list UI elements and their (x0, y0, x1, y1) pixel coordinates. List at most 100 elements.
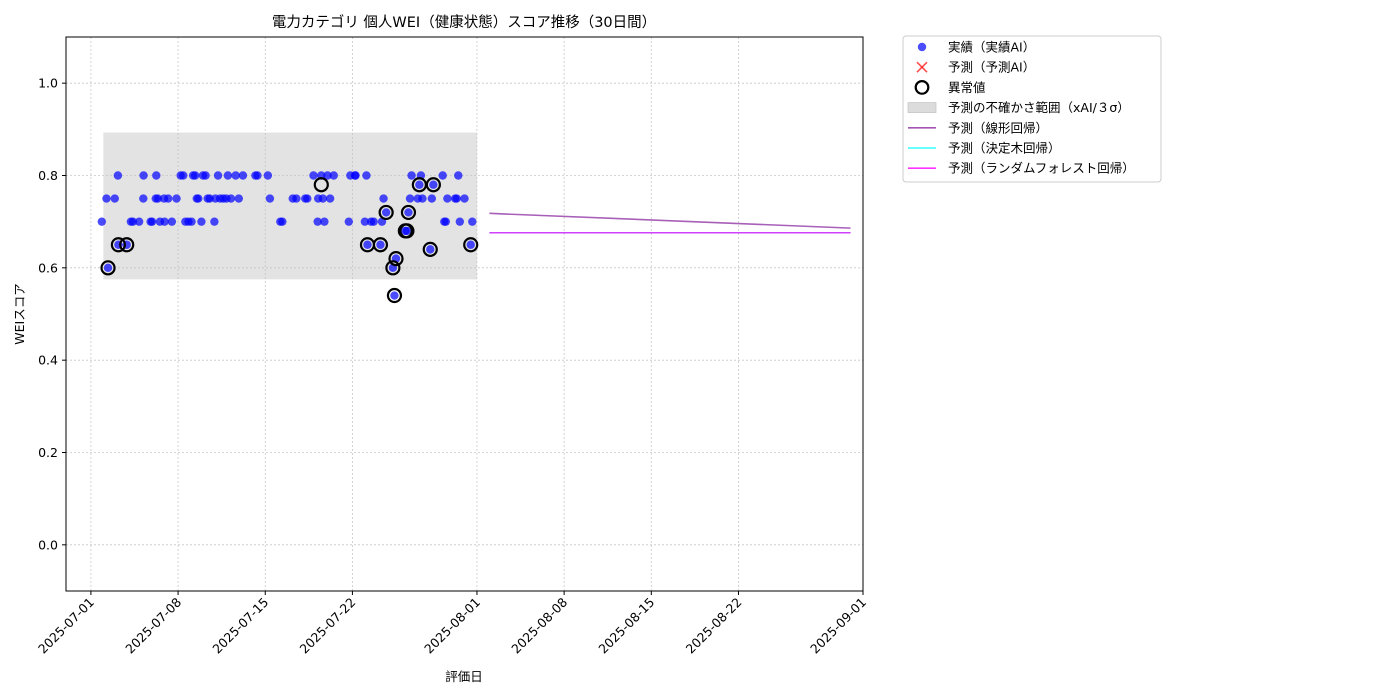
outlier-marker (386, 287, 403, 304)
outlier-marker (372, 237, 389, 253)
data-point (210, 217, 219, 226)
data-point (234, 194, 243, 203)
outlier-marker (378, 204, 394, 221)
legend-label: 異常値 (948, 80, 986, 95)
legend-entry: 予測（決定木回帰） (908, 141, 1061, 156)
y-tick-label: 0.8 (38, 168, 58, 183)
x-axis-label: 評価日 (445, 669, 483, 684)
data-point (360, 217, 370, 226)
data-point (263, 171, 273, 180)
data-point (110, 194, 119, 203)
data-point (238, 171, 248, 180)
data-point (265, 194, 275, 203)
data-point (351, 171, 360, 180)
x-tick-label: 2025-08-22 (683, 595, 745, 657)
data-point (167, 217, 177, 226)
outlier-marker (422, 241, 438, 257)
data-point (454, 171, 463, 180)
legend-label: 予測（線形回帰） (948, 120, 1048, 135)
data-point (103, 263, 113, 273)
data-point (325, 194, 335, 203)
data-point (379, 194, 388, 203)
data-point (407, 171, 416, 180)
data-point (231, 171, 240, 180)
data-point (187, 217, 196, 226)
outlier-marker (400, 204, 417, 221)
data-point (102, 194, 111, 203)
outlier-marker (463, 237, 479, 253)
data-point (460, 194, 469, 203)
uncertainty-band (103, 132, 477, 280)
x-tick-label: 2025-08-01 (421, 595, 483, 657)
legend-marker-actual (917, 42, 927, 52)
data-point (194, 194, 203, 203)
data-point (113, 171, 123, 180)
x-tick-label: 2025-09-01 (807, 595, 869, 657)
x-tick-label: 2025-08-15 (595, 595, 657, 657)
data-point (452, 194, 461, 203)
legend-entry: 予測（予測AI） (916, 60, 1035, 75)
legend-marker-outlier (914, 79, 930, 95)
y-tick-label: 0.6 (38, 260, 58, 275)
data-point (455, 217, 465, 226)
data-point (226, 194, 236, 203)
data-point (323, 171, 332, 180)
data-point (201, 171, 210, 180)
data-point (128, 217, 138, 226)
x-tick-label: 2025-07-15 (209, 595, 271, 657)
y-tick-label: 0.4 (38, 353, 58, 368)
data-point (139, 171, 148, 180)
legend-entry: 実績（実績AI） (917, 40, 1035, 55)
outlier-marker (110, 237, 127, 253)
data-point (468, 217, 477, 226)
data-point (278, 217, 287, 226)
data-point (404, 208, 413, 217)
data-point (405, 194, 415, 203)
data-point (303, 194, 312, 203)
y-tick-label: 1.0 (38, 76, 58, 91)
outlier-marker (313, 177, 329, 193)
legend-label: 予測（決定木回帰） (948, 141, 1061, 156)
data-point (369, 217, 378, 226)
legend-label: 実績（実績AI） (948, 40, 1035, 55)
data-point (172, 194, 181, 203)
data-point (313, 217, 322, 226)
chart-title: 電力カテゴリ 個人WEI（健康状態）スコア推移（30日間） (272, 13, 656, 31)
plot-frame (65, 36, 864, 592)
plot-area: 0.0 0.2 0.4 0.6 0.8 1.0 2025-07-01 2025-07-08 20… (35, 36, 869, 657)
y-tick-label: 0.0 (38, 537, 58, 552)
y-tick-label: 0.2 (38, 445, 58, 460)
x-tick-label: 2025-07-22 (297, 595, 359, 657)
data-point (415, 180, 424, 189)
data-point (223, 171, 233, 180)
data-point (320, 217, 329, 226)
data-point (213, 171, 223, 180)
data-point (134, 217, 144, 226)
legend-label: 予測（ランダムフォレスト回帰） (948, 161, 1135, 176)
outlier-marker (119, 237, 135, 253)
data-point (191, 171, 200, 180)
data-point (164, 194, 173, 203)
data-point (318, 194, 328, 203)
data-point (466, 240, 475, 249)
data-point (438, 171, 447, 180)
data-point (362, 171, 371, 180)
data-point (292, 194, 301, 203)
data-point (197, 217, 206, 226)
data-point (152, 171, 161, 180)
data-point (390, 291, 399, 300)
data-point (441, 217, 451, 226)
x-tick-label: 2025-07-01 (35, 595, 97, 657)
data-point (429, 180, 438, 189)
data-point (376, 240, 385, 249)
prediction-line (489, 212, 851, 229)
data-point (97, 217, 107, 226)
data-point (381, 208, 391, 217)
legend-entry: 予測（ランダムフォレスト回帰） (908, 161, 1135, 176)
data-point (344, 217, 353, 226)
legend-marker-x (916, 61, 928, 73)
outlier-marker (399, 223, 415, 239)
legend-entry: 予測の不確かさ範囲（xAI/３σ） (907, 100, 1130, 115)
outlier-marker (100, 260, 116, 276)
